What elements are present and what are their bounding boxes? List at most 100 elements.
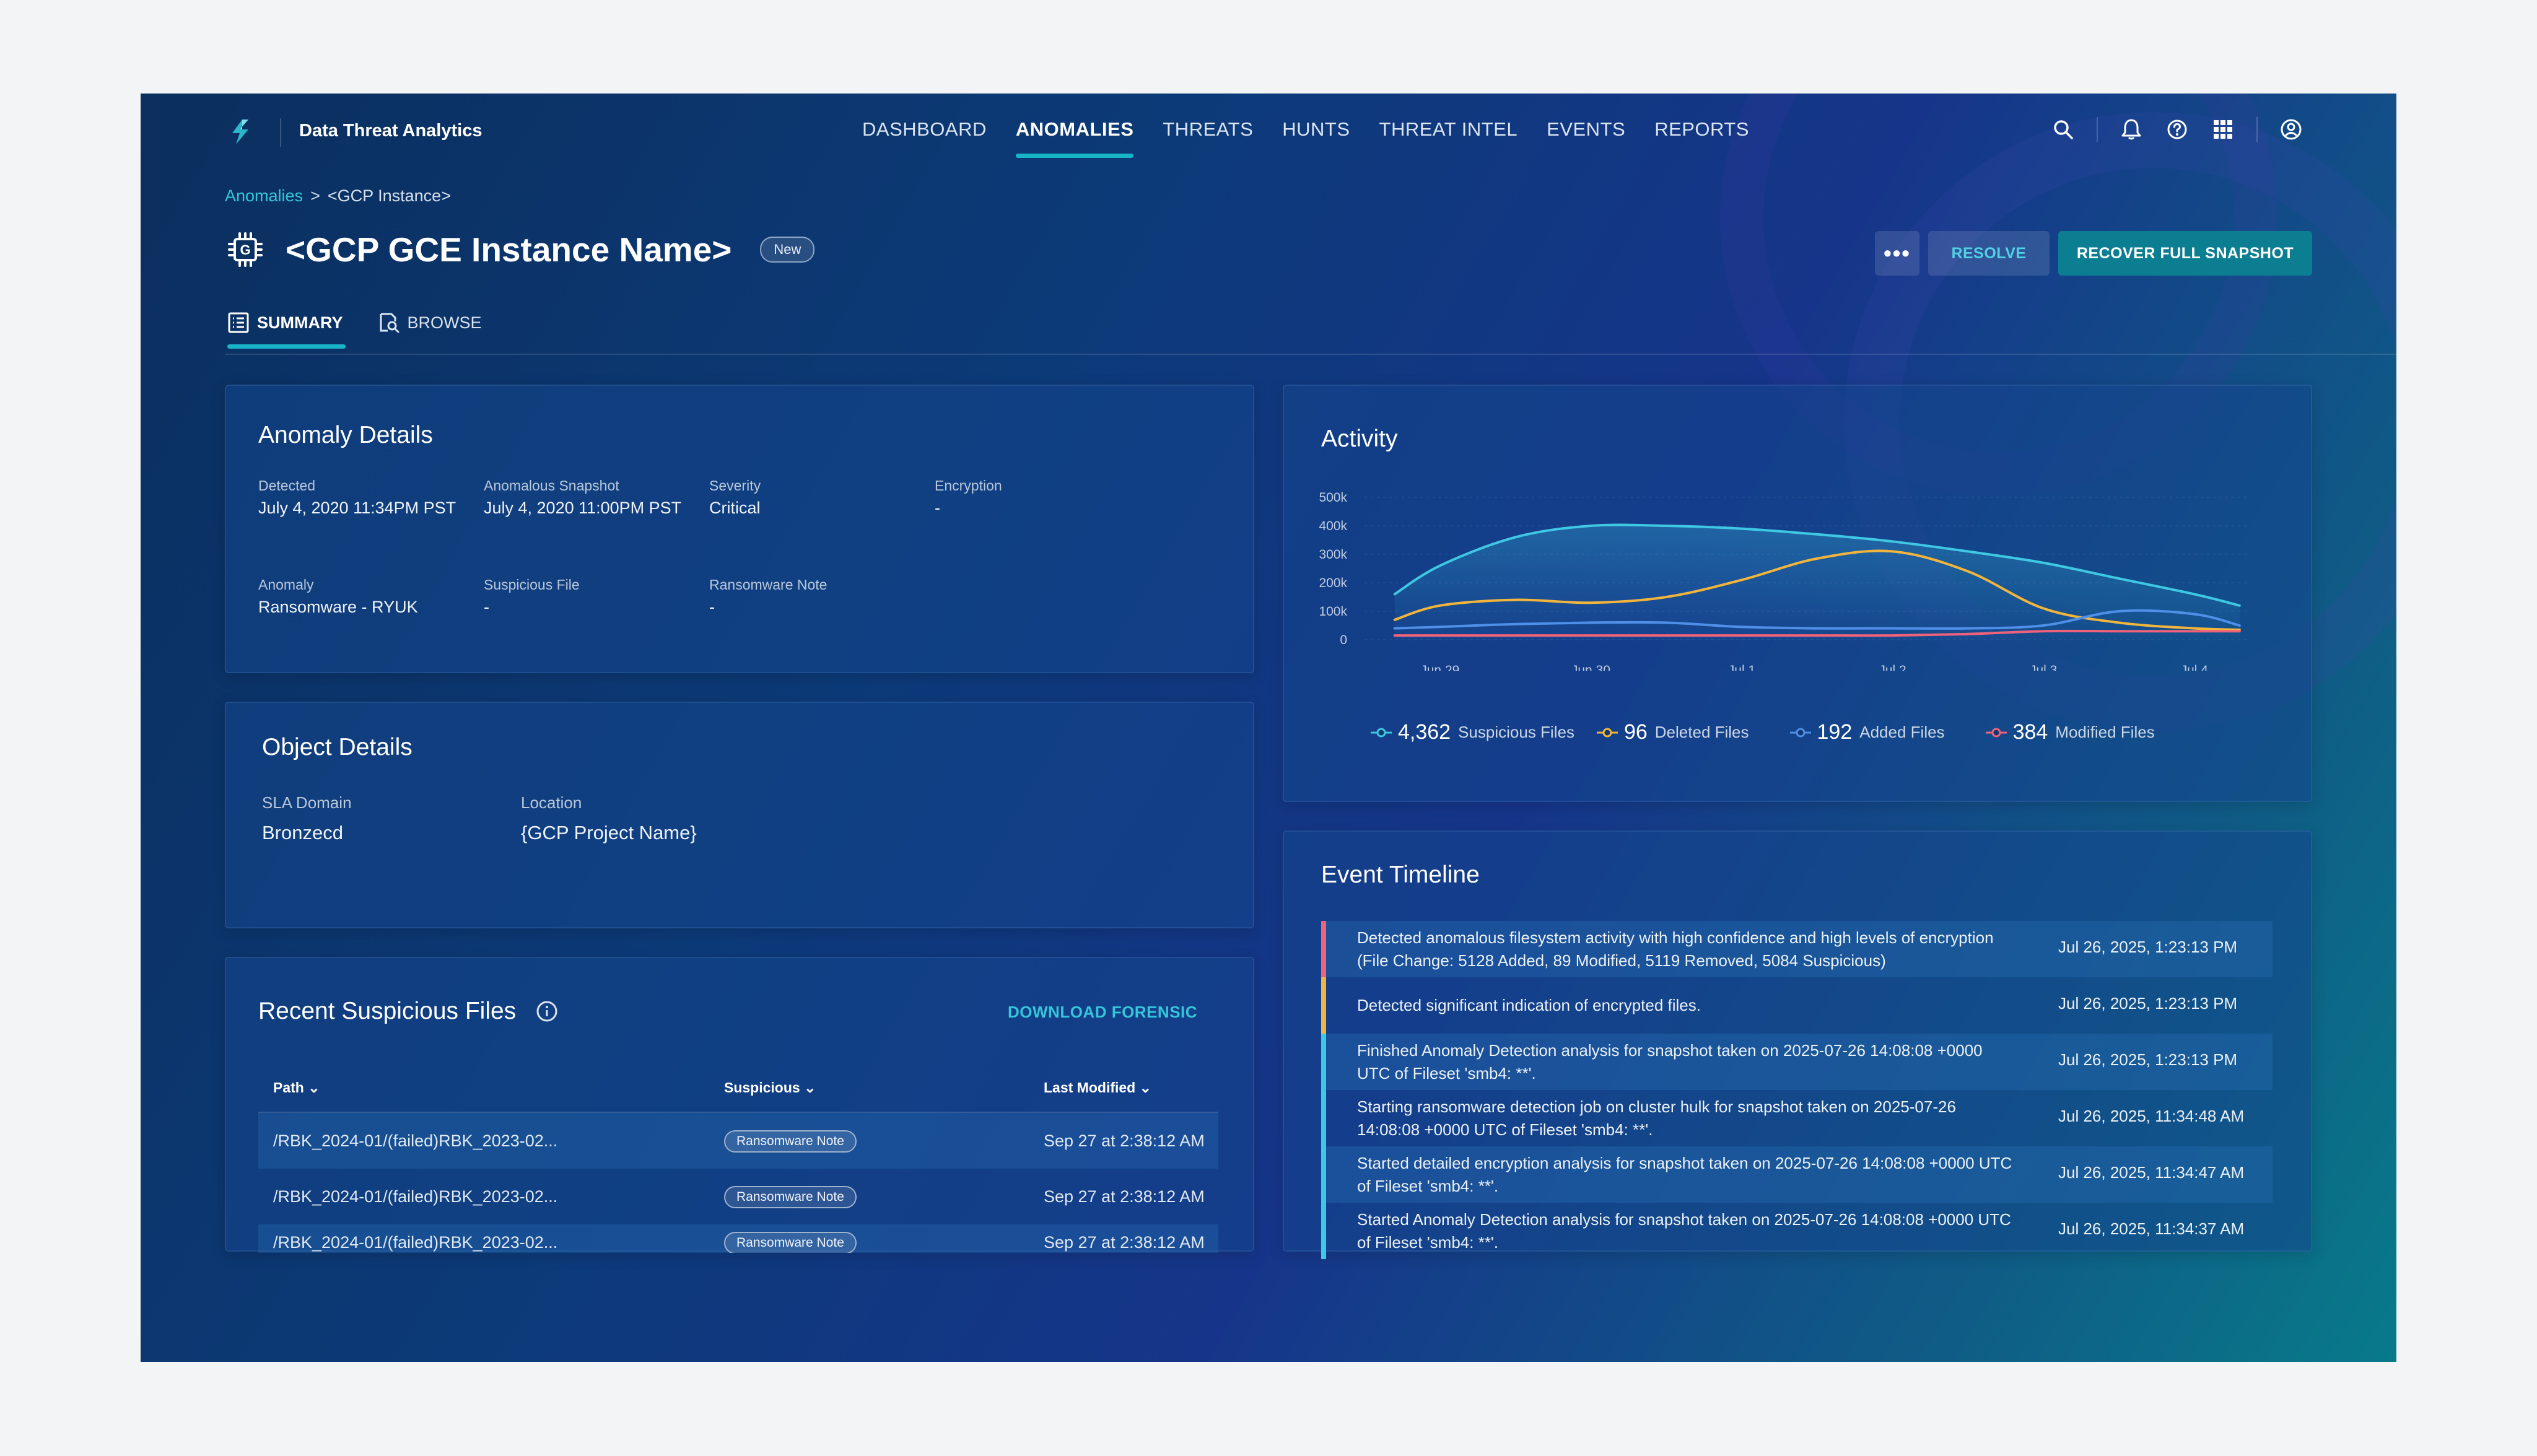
chip-icon: G bbox=[228, 232, 263, 267]
x-tick-label: Jul 2 bbox=[1879, 663, 1906, 671]
y-tick-label: 100k bbox=[1319, 604, 1347, 619]
legend-marker-icon bbox=[1596, 728, 1618, 737]
help-icon[interactable] bbox=[2165, 117, 2190, 142]
anomaly-details-card: Anomaly Details Detected July 4, 2020 11… bbox=[225, 385, 1254, 673]
timeline-item[interactable]: Starting ransomware detection job on clu… bbox=[1321, 1090, 2273, 1146]
event-timeline-card: Event Timeline Detected anomalous filesy… bbox=[1283, 830, 2312, 1259]
timeline-severity-bar bbox=[1321, 1203, 1326, 1259]
search-icon[interactable] bbox=[2051, 117, 2076, 142]
activity-title: Activity bbox=[1321, 425, 1398, 452]
series-line-suspicious-files[interactable] bbox=[1393, 523, 2241, 607]
recover-full-snapshot-button[interactable]: RECOVER FULL SNAPSHOT bbox=[2058, 231, 2312, 276]
topbar-divider bbox=[2256, 117, 2258, 142]
legend-modified-files[interactable]: 384 Modified Files bbox=[1985, 720, 2155, 744]
timeline-item[interactable]: Detected significant indication of encry… bbox=[1321, 977, 2273, 1034]
event-timeline-title: Event Timeline bbox=[1321, 861, 1480, 888]
timeline-message: Starting ransomware detection job on clu… bbox=[1357, 1097, 1956, 1139]
y-tick-label: 300k bbox=[1319, 547, 1347, 562]
logo-divider bbox=[280, 118, 281, 147]
tab-browse-label: BROWSE bbox=[407, 313, 482, 332]
column-header-suspicious[interactable]: Suspicious ⌄ bbox=[724, 1079, 816, 1096]
field-value-encryption: - bbox=[935, 499, 940, 517]
legend-added-files[interactable]: 192 Added Files bbox=[1789, 720, 1945, 744]
last-modified: Sep 27 at 2:38:12 AM bbox=[1044, 1131, 1205, 1150]
bell-icon[interactable] bbox=[2119, 117, 2144, 142]
column-header-suspicious-label: Suspicious bbox=[724, 1079, 800, 1096]
anomaly-details-title: Anomaly Details bbox=[258, 422, 433, 448]
legend-count: 384 bbox=[2012, 720, 2048, 744]
series-line-modified-files[interactable] bbox=[1393, 629, 2241, 637]
legend-deleted-files[interactable]: 96 Deleted Files bbox=[1596, 720, 1749, 744]
download-forensic-button[interactable]: DOWNLOAD FORENSIC bbox=[1008, 1003, 1198, 1021]
table-row[interactable]: /RBK_2024-01/(failed)RBK_2023-02... Rans… bbox=[258, 1169, 1218, 1224]
timeline-item[interactable]: Detected anomalous filesystem activity w… bbox=[1321, 921, 2273, 977]
chevron-down-icon: ⌄ bbox=[308, 1079, 320, 1096]
object-details-card: Object Details SLA Domain Bronzecd Locat… bbox=[225, 702, 1254, 928]
app-title: Data Threat Analytics bbox=[299, 121, 483, 141]
series-line-deleted-files[interactable] bbox=[1393, 549, 2241, 631]
top-navigation-bar: Data Threat Analytics DASHBOARD ANOMALIE… bbox=[141, 94, 2396, 168]
timeline-time: Jul 26, 2025, 1:23:13 PM bbox=[2058, 938, 2238, 956]
column-header-last-modified[interactable]: Last Modified ⌄ bbox=[1044, 1079, 1151, 1096]
logo-icon bbox=[232, 120, 248, 144]
field-value-ransomware-note: - bbox=[709, 598, 715, 616]
legend-label: Suspicious Files bbox=[1458, 723, 1574, 741]
file-path: /RBK_2024-01/(failed)RBK_2023-02... bbox=[273, 1131, 558, 1150]
timeline-message: Detected anomalous filesystem activity w… bbox=[1357, 928, 1994, 970]
browse-icon bbox=[380, 313, 399, 333]
column-header-path[interactable]: Path ⌄ bbox=[273, 1079, 320, 1096]
x-tick-label: Jul 4 bbox=[2181, 663, 2209, 671]
nav-events[interactable]: EVENTS bbox=[1547, 118, 1626, 140]
chevron-down-icon: ⌄ bbox=[1139, 1079, 1151, 1096]
breadcrumb-current: <GCP Instance> bbox=[327, 186, 451, 205]
timeline-item[interactable]: Started Anomaly Detection analysis for s… bbox=[1321, 1203, 2273, 1259]
tab-summary[interactable]: SUMMARY bbox=[227, 312, 345, 349]
x-tick-label: Jul 3 bbox=[2030, 663, 2057, 671]
page-header: G <GCP GCE Instance Name> New bbox=[227, 230, 815, 269]
info-icon[interactable] bbox=[536, 1000, 558, 1022]
timeline-severity-bar bbox=[1321, 977, 1326, 1034]
table-row[interactable]: /RBK_2024-01/(failed)RBK_2023-02... Rans… bbox=[258, 1224, 1218, 1253]
legend-marker-icon bbox=[1371, 728, 1392, 737]
timeline-item[interactable]: Finished Anomaly Detection analysis for … bbox=[1321, 1034, 2273, 1090]
recent-files-title: Recent Suspicious Files bbox=[258, 998, 517, 1024]
timeline-item[interactable]: Started detailed encryption analysis for… bbox=[1321, 1146, 2273, 1203]
timeline-message: Finished Anomaly Detection analysis for … bbox=[1357, 1040, 1983, 1083]
timeline-severity-bar bbox=[1321, 1034, 1326, 1090]
nav-hunts[interactable]: HUNTS bbox=[1282, 118, 1350, 140]
table-row[interactable]: /RBK_2024-01/(failed)RBK_2023-02... Rans… bbox=[258, 1113, 1218, 1169]
field-value-anomaly: Ransomware - RYUK bbox=[258, 598, 418, 616]
y-tick-label: 0 bbox=[1340, 633, 1347, 647]
nav-reports[interactable]: REPORTS bbox=[1654, 118, 1749, 140]
legend-label: Modified Files bbox=[2055, 723, 2155, 741]
app-window: Data Threat Analytics DASHBOARD ANOMALIE… bbox=[141, 94, 2396, 1362]
nav-threats[interactable]: THREATS bbox=[1163, 118, 1254, 140]
status-badge: New bbox=[760, 237, 815, 263]
resolve-button[interactable]: RESOLVE bbox=[1928, 231, 2050, 276]
last-modified: Sep 27 at 2:38:12 AM bbox=[1044, 1233, 1205, 1252]
nav-anomalies[interactable]: ANOMALIES bbox=[1015, 118, 1134, 158]
svg-text:G: G bbox=[240, 242, 250, 258]
field-value-anomalous-snapshot: July 4, 2020 11:00PM PST bbox=[484, 499, 682, 517]
user-account-icon[interactable] bbox=[2279, 117, 2303, 142]
nav-dashboard[interactable]: DASHBOARD bbox=[862, 118, 987, 140]
column-header-last-modified-label: Last Modified bbox=[1044, 1079, 1136, 1096]
y-tick-label: 500k bbox=[1319, 490, 1347, 505]
apps-grid-icon[interactable] bbox=[2211, 117, 2235, 142]
x-tick-label: Jun 29 bbox=[1420, 663, 1459, 671]
field-value-detected: July 4, 2020 11:34PM PST bbox=[258, 499, 456, 517]
tab-browse[interactable]: BROWSE bbox=[378, 312, 482, 349]
breadcrumb-anomalies-link[interactable]: Anomalies bbox=[225, 186, 303, 205]
field-label-location: Location bbox=[521, 793, 582, 812]
legend-count: 96 bbox=[1623, 720, 1648, 744]
suspicious-tag: Ransomware Note bbox=[724, 1130, 857, 1153]
field-value-severity: Critical bbox=[709, 499, 761, 517]
more-options-button[interactable]: ••• bbox=[1875, 231, 1919, 276]
field-label-ransomware-note: Ransomware Note bbox=[709, 577, 827, 593]
legend-label: Added Files bbox=[1859, 723, 1945, 741]
series-line-added-files[interactable] bbox=[1393, 609, 2241, 630]
header-actions: ••• RESOLVE RECOVER FULL SNAPSHOT bbox=[1875, 231, 2312, 276]
legend-suspicious-files[interactable]: 4,362 Suspicious Files bbox=[1371, 720, 1574, 744]
timeline-time: Jul 26, 2025, 1:23:13 PM bbox=[2058, 1050, 2238, 1069]
nav-threat-intel[interactable]: THREAT INTEL bbox=[1379, 118, 1518, 140]
